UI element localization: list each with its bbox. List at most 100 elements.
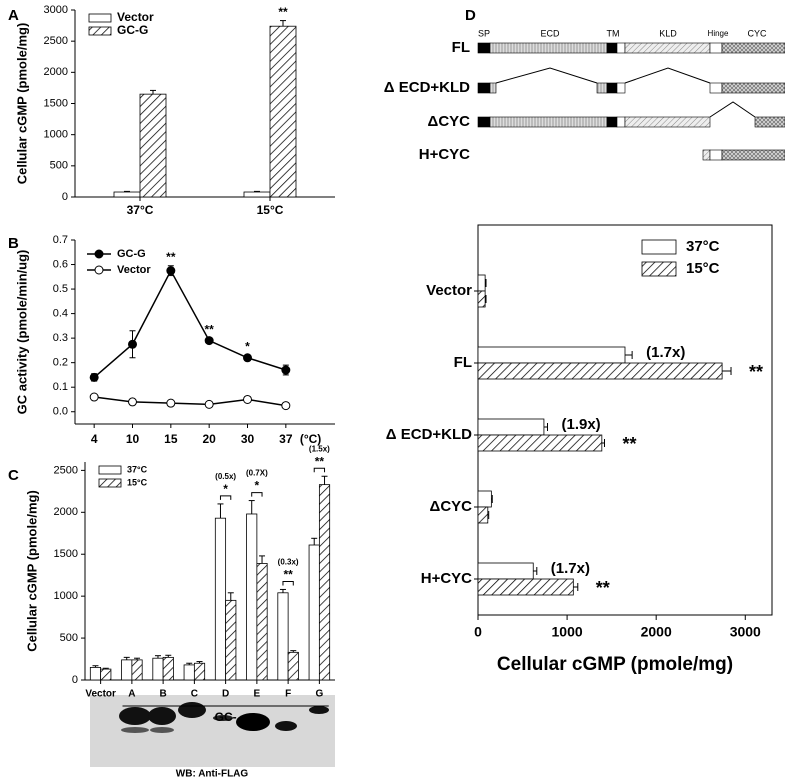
marker — [204, 336, 214, 346]
domain-label: KLD — [659, 28, 677, 38]
domain-segment — [709, 82, 723, 94]
x-tick-label: 20 — [202, 432, 216, 446]
y-tick-label: 0.7 — [53, 234, 68, 246]
y-axis-label: GC activity (pmole/min/ug) — [14, 250, 29, 415]
bar — [246, 513, 258, 681]
marker — [89, 372, 99, 382]
bar — [477, 274, 486, 292]
fold-label: (1.7x) — [646, 344, 685, 361]
significance: ** — [278, 5, 288, 19]
series-line — [93, 269, 287, 378]
y-tick-label: 1000 — [44, 129, 68, 141]
legend-label: 37°C — [686, 238, 720, 255]
bar — [477, 434, 603, 452]
series-line — [94, 396, 286, 407]
bracket — [313, 467, 326, 473]
deletion-line — [495, 67, 711, 84]
bar — [269, 25, 297, 198]
bar — [121, 659, 133, 681]
domain-label: ECD — [540, 28, 560, 38]
bar — [318, 484, 331, 681]
bracket — [219, 495, 232, 500]
domain-label: CYC — [747, 28, 767, 38]
domain-segment — [489, 82, 497, 94]
x-tick-label: 10 — [126, 432, 140, 446]
bar — [477, 346, 626, 364]
group-label: GC- — [215, 710, 237, 724]
construct-label: FL — [452, 39, 470, 56]
bar — [477, 362, 723, 380]
marker — [204, 399, 214, 409]
x-tick-label: 15 — [164, 432, 178, 446]
y-tick-label: 2500 — [54, 464, 78, 476]
legend-swatch — [641, 239, 677, 255]
domain-label: SP — [478, 28, 490, 38]
bar — [131, 659, 143, 681]
legend-label: Vector — [117, 264, 151, 276]
marker — [166, 266, 176, 276]
bar — [477, 290, 486, 308]
bar — [152, 657, 164, 681]
domain-segment — [754, 116, 785, 128]
domain-label: TM — [607, 28, 620, 38]
significance: ** — [749, 362, 763, 382]
legend-swatch — [88, 26, 112, 36]
x-tick-label: 2000 — [641, 624, 672, 640]
domain-segment — [721, 82, 785, 94]
significance: ** — [204, 322, 214, 336]
domain-segment — [616, 42, 626, 54]
fold-label: (1.7x) — [551, 560, 590, 577]
bracket — [282, 580, 294, 586]
y-tick-label: 2000 — [44, 66, 68, 78]
marker — [128, 397, 137, 407]
legend-marker — [94, 249, 104, 259]
bar — [256, 563, 268, 681]
panel-letter: C — [8, 467, 19, 484]
domain-segment — [606, 116, 618, 128]
domain-segment — [606, 42, 618, 54]
y-tick-label: 0.2 — [53, 357, 68, 369]
domain-segment — [489, 116, 608, 128]
x-tick-label: 30 — [241, 432, 255, 446]
x-tick-label: 15°C — [257, 203, 284, 217]
y-tick-label: 0.0 — [53, 406, 68, 418]
y-tick-label: H+CYC — [421, 570, 472, 587]
bar — [477, 562, 534, 580]
bar — [477, 506, 489, 524]
fold-label: (0.7X) — [246, 469, 268, 478]
bar — [139, 93, 167, 198]
domain-segment — [721, 42, 785, 54]
legend-label: 15°C — [686, 260, 720, 277]
x-tick-label: A — [128, 689, 135, 700]
y-tick-label: 0.6 — [53, 258, 68, 270]
y-tick-label: Δ ECD+KLD — [386, 426, 472, 443]
bar — [100, 668, 112, 681]
legend-swatch — [641, 261, 677, 277]
x-tick-label: 37°C — [127, 203, 154, 217]
legend-label: GC-G — [117, 248, 146, 260]
legend-label: GC-G — [117, 23, 148, 37]
y-tick-label: FL — [454, 354, 472, 371]
bar — [162, 656, 174, 681]
y-tick-label: 500 — [60, 632, 78, 644]
bar — [477, 490, 492, 508]
domain-segment — [709, 42, 723, 54]
y-tick-label: 500 — [50, 160, 68, 172]
y-tick-label: 0.3 — [53, 332, 68, 344]
significance: * — [255, 479, 260, 493]
domain-segment — [616, 116, 626, 128]
x-tick-label: E — [254, 689, 261, 700]
y-tick-label: 1000 — [54, 590, 78, 602]
domain-label: Hinge — [708, 29, 729, 38]
domain-segment — [477, 42, 491, 54]
bar — [277, 592, 289, 681]
marker — [281, 401, 291, 411]
deletion-line — [709, 101, 756, 118]
y-axis-label: Cellular cGMP (pmole/mg) — [14, 23, 29, 185]
x-tick-label: B — [160, 689, 167, 700]
y-tick-label: 0.1 — [53, 381, 68, 393]
fold-label: (0.3x) — [278, 558, 299, 567]
bar — [308, 544, 320, 681]
y-tick-label: 0 — [62, 191, 68, 203]
fold-label: (1.9x) — [561, 416, 600, 433]
